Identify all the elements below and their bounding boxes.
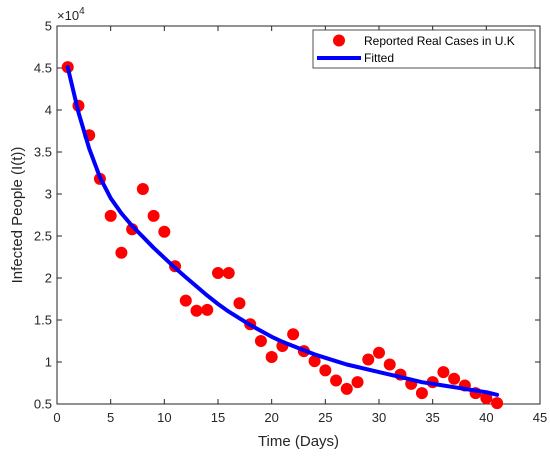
data-point: [373, 346, 385, 359]
y-axis-exponent: ×104: [57, 6, 85, 23]
data-point: [480, 392, 493, 405]
legend-label-reported: Reported Real Cases in U.K: [364, 34, 515, 48]
y-tick-label: 0.5: [34, 397, 52, 412]
x-tick-label: 0: [53, 410, 60, 425]
x-tick-label: 5: [107, 410, 114, 425]
data-point: [340, 382, 353, 395]
data-point: [147, 209, 160, 222]
data-point: [308, 355, 321, 368]
x-tick-label: 10: [157, 410, 171, 425]
y-tick-label: 2: [45, 271, 52, 286]
y-axis-title: Infected People (I(t)): [9, 147, 26, 284]
y-tick-label: 4.5: [34, 61, 52, 76]
exponent-power: 4: [79, 6, 85, 17]
x-tick-label: 40: [479, 410, 493, 425]
data-point: [287, 328, 300, 341]
y-tick-label: 3.5: [34, 145, 52, 160]
data-point: [104, 209, 117, 222]
exponent-base: ×10: [57, 8, 79, 23]
plot-area: [56, 25, 541, 405]
legend-marker-reported: [333, 34, 345, 47]
data-point: [437, 366, 450, 379]
legend: Reported Real Cases in U.K Fitted: [312, 29, 536, 69]
data-point: [330, 374, 343, 387]
data-point: [351, 376, 364, 389]
data-point: [319, 364, 332, 377]
data-point: [212, 266, 224, 279]
data-point: [491, 397, 504, 410]
data-point: [136, 182, 149, 195]
y-tick-label: 1.5: [34, 313, 52, 328]
legend-box: [312, 29, 536, 69]
data-point: [179, 294, 192, 307]
y-tick-label: 3: [45, 187, 52, 202]
data-point: [415, 387, 428, 400]
data-point: [254, 335, 267, 347]
y-tick-label: 2.5: [34, 229, 52, 244]
x-tick-label: 15: [211, 410, 225, 425]
y-tick-label: 5: [45, 19, 52, 34]
x-tick-label: 35: [425, 410, 439, 425]
y-tick-label: 4: [45, 103, 52, 118]
x-tick-label: 45: [533, 410, 547, 425]
legend-label-fitted: Fitted: [364, 51, 394, 65]
data-point: [190, 304, 203, 317]
x-tick-label: 25: [318, 410, 332, 425]
x-axis-title: Time (Days): [258, 433, 339, 450]
y-tick-label: 1: [45, 355, 52, 370]
data-point: [362, 353, 375, 366]
x-tick-label: 20: [264, 410, 278, 425]
data-point: [383, 358, 396, 371]
fitted-line: [65, 65, 500, 397]
data-point: [448, 372, 461, 385]
data-point: [265, 350, 278, 363]
data-point: [158, 225, 171, 238]
x-axis-ticks: 0 5 10 15 20 25 30 35 40 45: [53, 26, 547, 425]
data-point: [115, 246, 128, 259]
data-point: [233, 297, 246, 310]
y-axis-ticks: 0.5 1 1.5 2 2.5 3 3.5 4 4.5 5: [34, 19, 540, 412]
x-tick-label: 30: [372, 410, 386, 425]
data-point: [222, 266, 235, 279]
data-point: [201, 303, 214, 316]
